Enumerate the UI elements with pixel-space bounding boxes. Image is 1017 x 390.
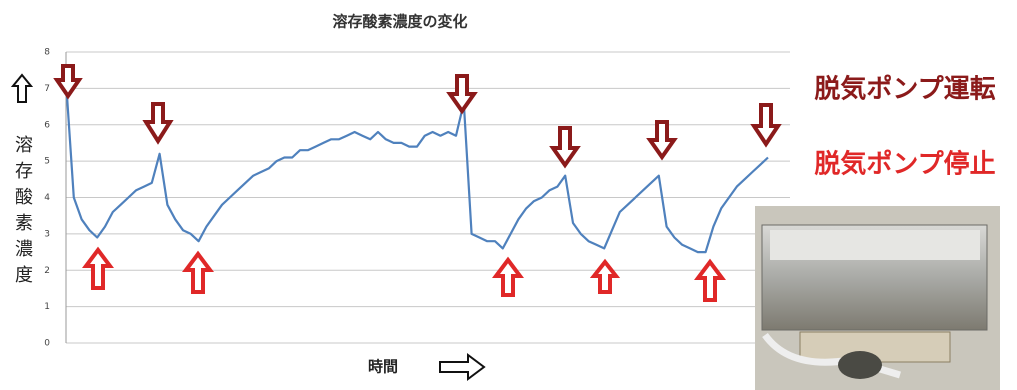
y-tick-label: 0: [44, 339, 50, 349]
annotation: 脱気ポンプ運転: [814, 74, 995, 105]
y-tick-label: 4: [44, 193, 50, 203]
x-axis-label: 時間: [368, 358, 398, 376]
up-arrow: [82, 246, 114, 290]
tank-photo: [755, 206, 1000, 390]
up-arrow: [492, 256, 524, 297]
data-line: [64, 81, 769, 254]
x-axis-arrow: [439, 353, 486, 381]
down-arrow: [53, 64, 83, 100]
plot: [64, 81, 769, 254]
y-tick-label: 7: [44, 84, 50, 94]
y-tick-label: 1: [44, 302, 50, 312]
up-arrow: [182, 250, 214, 294]
y-tick-label: 6: [44, 120, 50, 130]
down-arrow: [549, 126, 581, 169]
up-arrow: [694, 258, 726, 302]
chart-title: 溶存酸素濃度の変化: [332, 13, 467, 31]
annotation: 脱気ポンプ停止: [814, 149, 995, 180]
y-tick-label: 8: [44, 48, 50, 58]
grid: 0 1 2 3 4 5 6 7 8: [44, 48, 790, 349]
down-arrow: [142, 102, 174, 145]
down-arrow: [750, 103, 782, 148]
y-axis-arrow: [10, 73, 34, 103]
down-arrow: [446, 74, 478, 115]
up-arrow: [589, 258, 621, 294]
tank-inner: [770, 230, 980, 260]
pump-on-arrows: [53, 64, 782, 169]
pump: [838, 351, 882, 379]
y-tick-label: 3: [44, 229, 50, 239]
y-axis-label: 溶存酸素濃度: [12, 135, 33, 291]
y-tick-label: 5: [44, 157, 50, 167]
down-arrow: [646, 120, 678, 161]
pump-off-arrows: [82, 246, 726, 302]
y-tick-label: 2: [44, 266, 50, 276]
